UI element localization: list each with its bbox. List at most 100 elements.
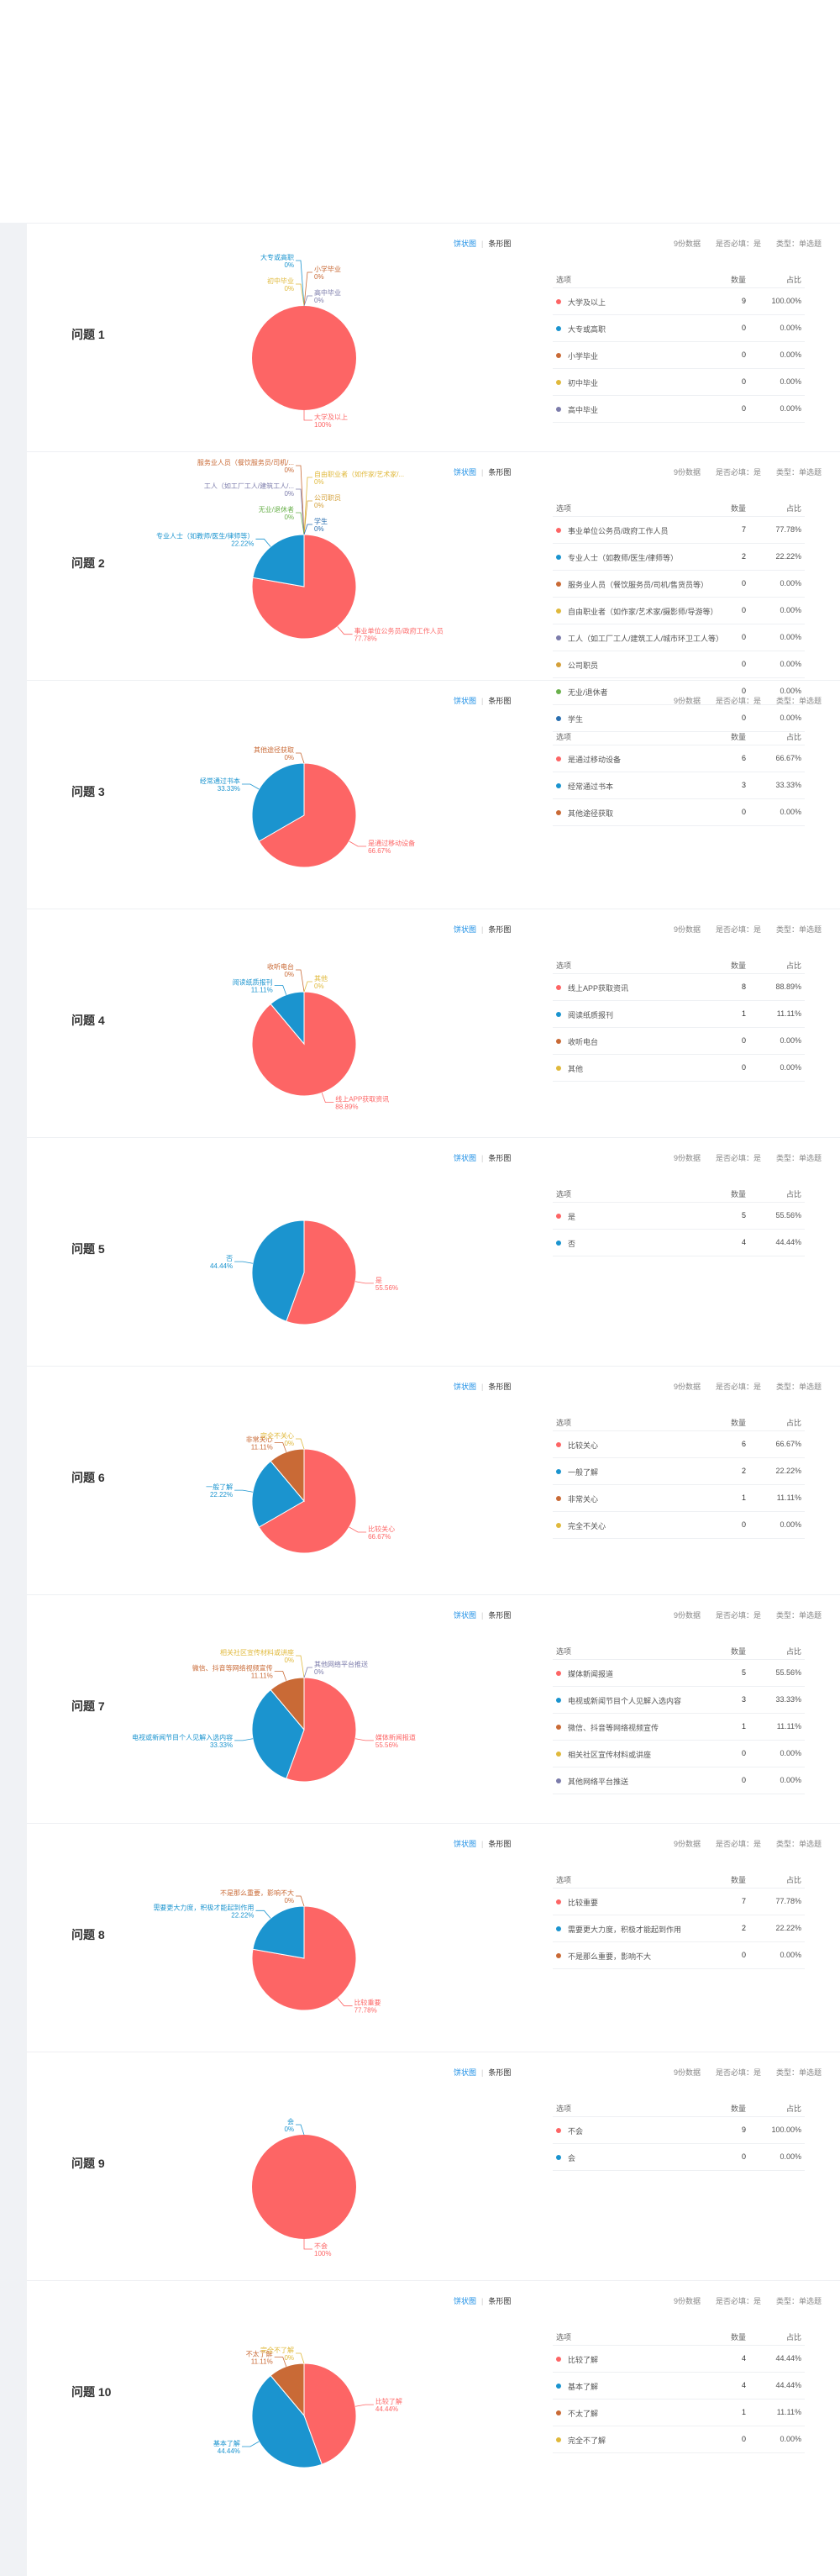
result-table: 选项 数量 占比 比较重要 7 77.78% 需要更大力度，积极才能起到作用 2 22.22% 不… xyxy=(553,1866,805,1969)
bar-view-button[interactable]: 条形图 xyxy=(488,2297,512,2305)
option-label: 不太了解 xyxy=(568,2410,599,2418)
pie-slice[interactable] xyxy=(251,1220,305,1322)
slice-percent: 11.11% xyxy=(251,1443,273,1451)
option-label: 初中毕业 xyxy=(568,379,599,387)
col-pct-header[interactable]: 占比 xyxy=(785,1419,801,1427)
legend-dot xyxy=(556,299,561,304)
slice-label: 完全不关心 xyxy=(260,1431,294,1440)
table-row: 工人（如工厂工人/建筑工人/城市环卫工人等） 0 0.00% xyxy=(553,624,805,651)
option-label: 工人（如工厂工人/建筑工人/城市环卫工人等） xyxy=(568,635,724,643)
slice-label: 初中毕业 xyxy=(267,277,294,285)
col-option-header: 选项 xyxy=(556,276,572,284)
col-pct-header[interactable]: 占比 xyxy=(785,1190,801,1198)
col-pct-header[interactable]: 占比 xyxy=(785,276,801,284)
option-count: 0 xyxy=(741,606,746,614)
table-row: 事业单位公务员/政府工作人员 7 77.78% xyxy=(553,517,805,544)
slice-percent: 44.44% xyxy=(210,1262,233,1270)
pie-view-button[interactable]: 饼状图 xyxy=(454,240,477,248)
bar-view-button[interactable]: 条形图 xyxy=(488,2068,512,2077)
pie-view-button[interactable]: 饼状图 xyxy=(454,468,477,477)
table-row: 相关社区宣传材料或讲座 0 0.00% xyxy=(553,1741,805,1767)
pie-view-button[interactable]: 饼状图 xyxy=(454,925,477,934)
required-flag: 是否必填：是 xyxy=(716,2297,762,2305)
option-label: 相关社区宣传材料或讲座 xyxy=(568,1751,652,1759)
pie-view-button[interactable]: 饼状图 xyxy=(454,1840,477,1848)
label-leader xyxy=(303,410,312,421)
pie-slice[interactable] xyxy=(258,762,357,868)
toggle-separator: | xyxy=(481,2068,484,2077)
table-row: 服务业人员（餐饮服务员/司机/售货员等） 0 0.00% xyxy=(553,571,805,598)
question-type: 类型：单选题 xyxy=(776,468,822,477)
label-leader xyxy=(241,2441,260,2447)
col-pct-header[interactable]: 占比 xyxy=(785,1876,801,1884)
option-percent: 11.11% xyxy=(776,1493,801,1502)
option-count: 1 xyxy=(741,1722,746,1731)
pie-slice[interactable] xyxy=(286,1220,357,1325)
toggle-separator: | xyxy=(481,697,484,705)
pie-view-button[interactable]: 饼状图 xyxy=(454,1383,477,1391)
option-count: 0 xyxy=(741,1951,746,1959)
option-label: 高中毕业 xyxy=(568,406,599,414)
col-pct-header[interactable]: 占比 xyxy=(785,961,801,970)
table-row: 专业人士（如教师/医生/律师等） 2 22.22% xyxy=(553,544,805,571)
pie-view-button[interactable]: 饼状图 xyxy=(454,1154,477,1162)
table-row: 学生 0 0.00% xyxy=(553,705,805,732)
bar-view-button[interactable]: 条形图 xyxy=(488,468,512,477)
question-meta: 9份数据 是否必填：是 类型：单选题 xyxy=(674,238,822,249)
bar-view-button[interactable]: 条形图 xyxy=(488,1383,512,1391)
pie-view-button[interactable]: 饼状图 xyxy=(454,1611,477,1620)
option-percent: 66.67% xyxy=(775,1440,801,1448)
option-label: 是 xyxy=(568,1213,576,1221)
pie-slice[interactable] xyxy=(252,2135,356,2239)
bar-view-button[interactable]: 条形图 xyxy=(488,1611,512,1620)
legend-dot xyxy=(556,1752,561,1757)
slice-percent: 0% xyxy=(284,971,294,978)
question-title: 问题 8 xyxy=(71,1928,105,1941)
pie-slice[interactable] xyxy=(303,2363,357,2465)
result-table: 选项 数量 占比 线上APP获取资讯 8 88.89% 阅读纸质报刊 1 11.11% 收听电台 0… xyxy=(553,951,805,1082)
legend-dot xyxy=(556,353,561,358)
pie-slice[interactable] xyxy=(252,1905,305,1959)
table-header: 选项 数量 占比 xyxy=(553,723,805,745)
label-leader xyxy=(337,1998,353,2007)
col-pct-header[interactable]: 占比 xyxy=(785,2333,801,2342)
bar-view-button[interactable]: 条形图 xyxy=(488,1154,512,1162)
bar-view-button[interactable]: 条形图 xyxy=(488,697,512,705)
pie-view-button[interactable]: 饼状图 xyxy=(454,2297,477,2305)
option-count: 4 xyxy=(741,1238,746,1246)
slice-label: 公司职员 xyxy=(314,494,341,502)
col-pct-header[interactable]: 占比 xyxy=(785,733,801,741)
option-percent: 0.00% xyxy=(780,633,801,641)
bar-view-button[interactable]: 条形图 xyxy=(488,1840,512,1848)
option-percent: 0.00% xyxy=(780,1036,801,1045)
legend-dot xyxy=(556,1039,561,1044)
pie-slice[interactable] xyxy=(252,534,305,587)
valid-count: 9份数据 xyxy=(674,1154,701,1162)
pie-slice[interactable] xyxy=(258,1448,357,1554)
col-pct-header[interactable]: 占比 xyxy=(785,1647,801,1656)
pie-slice[interactable] xyxy=(286,1677,357,1783)
slice-percent: 0% xyxy=(284,490,294,498)
slice-label: 其他途径获取 xyxy=(254,745,294,754)
table-row: 会 0 0.00% xyxy=(553,2144,805,2171)
col-pct-header[interactable]: 占比 xyxy=(785,504,801,513)
result-table: 选项 数量 占比是 5 55.56% 否 4 44.44% xyxy=(553,1180,805,1256)
required-flag: 是否必填：是 xyxy=(716,1383,762,1391)
col-pct-header[interactable]: 占比 xyxy=(785,2105,801,2113)
pie-slice[interactable] xyxy=(251,2374,323,2468)
bar-view-button[interactable]: 条形图 xyxy=(488,925,512,934)
slice-percent: 77.78% xyxy=(354,2007,377,2015)
table-row: 电视或新闻节目个人见解入选内容 3 33.33% xyxy=(553,1687,805,1714)
question-type: 类型：单选题 xyxy=(776,2297,822,2305)
pie-slice[interactable] xyxy=(252,306,356,410)
question-card: 问题 10 饼状图 | 条形图 9份数据 是否必填：是 类型：单选题 选项 数量 占比 比较了解 4 4… xyxy=(27,2280,840,2510)
toggle-separator: | xyxy=(481,2297,484,2305)
table-row: 完全不了解 0 0.00% xyxy=(553,2426,805,2453)
pie-view-button[interactable]: 饼状图 xyxy=(454,2068,477,2077)
result-table: 选项 数量 占比 是通过移动设备 6 66.67% 经常通过书本 3 33.33% 其他途径获取 0… xyxy=(553,723,805,826)
bar-view-button[interactable]: 条形图 xyxy=(488,240,512,248)
legend-dot xyxy=(556,1214,561,1219)
slice-label: 微信、抖音等网络视频宣传 xyxy=(192,1663,273,1672)
pie-view-button[interactable]: 饼状图 xyxy=(454,697,477,705)
view-toggle: 饼状图 | 条形图 xyxy=(454,466,511,477)
